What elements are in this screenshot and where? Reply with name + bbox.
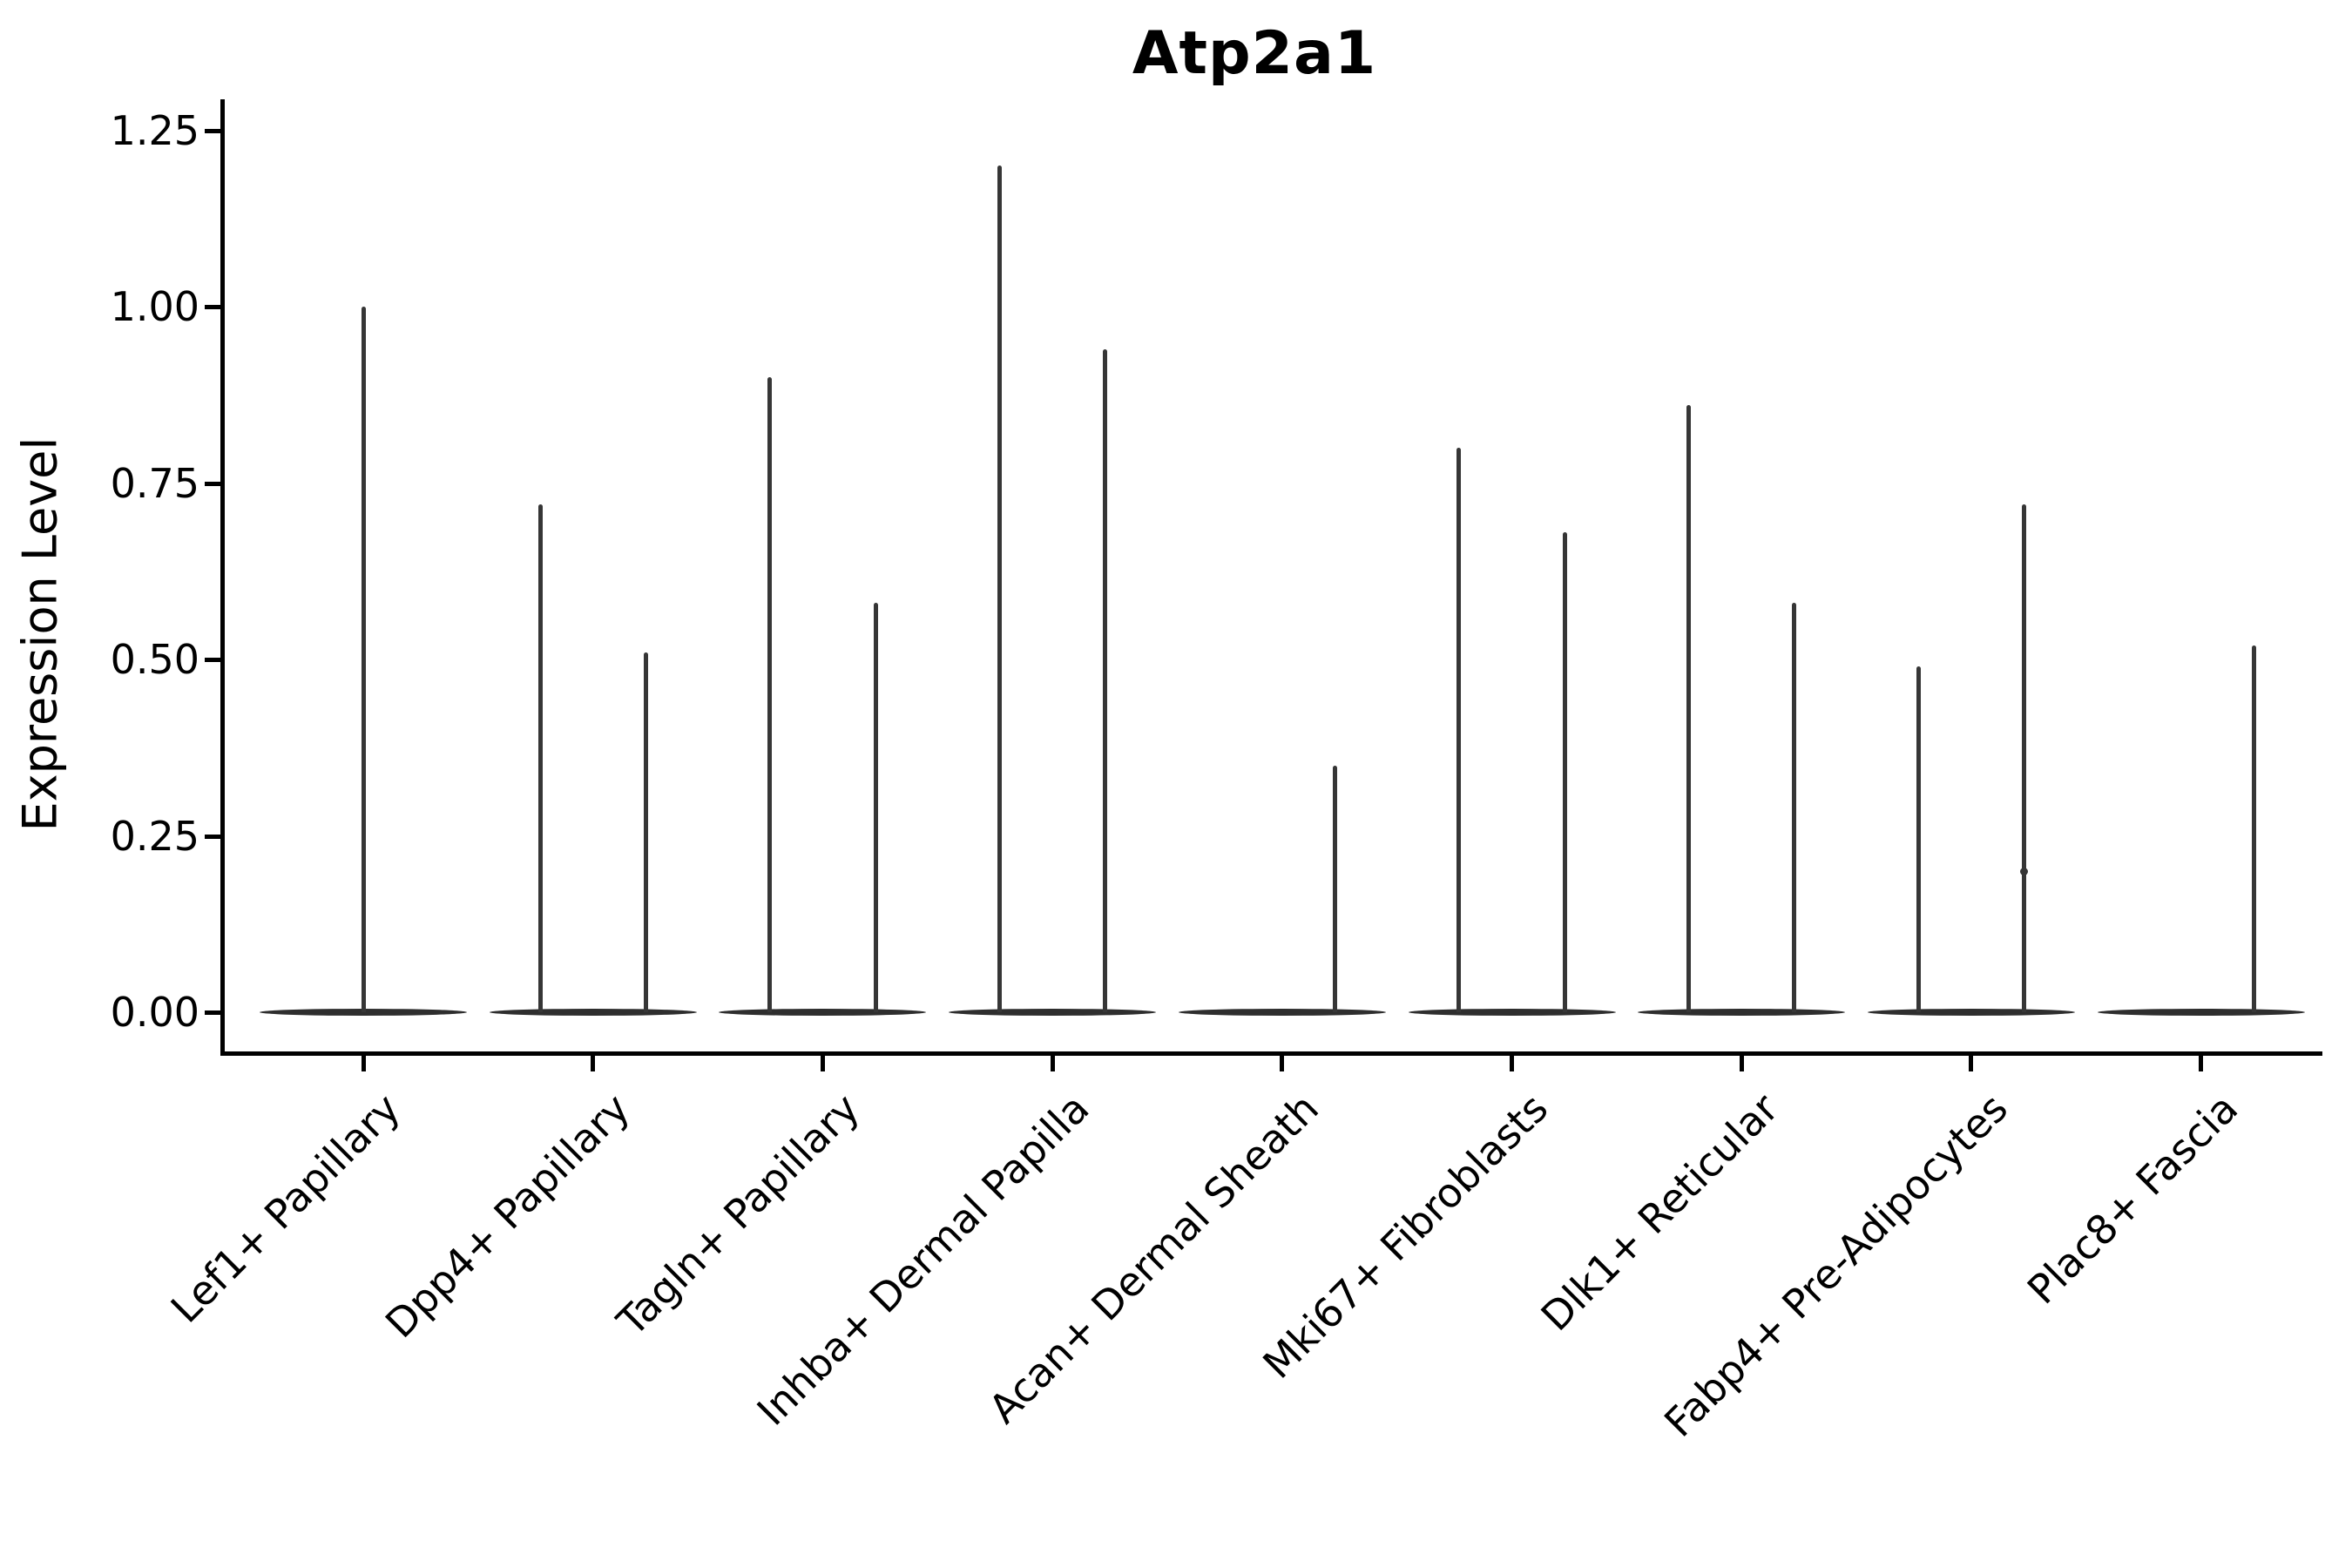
violin-spike [1916, 666, 1921, 1012]
violin-body [489, 1009, 697, 1016]
x-tick-label: Tagln+ Papillary [607, 1085, 868, 1345]
violin-body [2097, 1009, 2305, 1016]
y-tick-mark [205, 481, 220, 486]
y-tick-mark [205, 658, 220, 662]
x-tick-mark [591, 1056, 596, 1071]
x-tick-mark [2199, 1056, 2204, 1071]
x-tick-mark [1050, 1056, 1055, 1071]
y-tick-label: 0.25 [110, 812, 199, 860]
x-tick-mark [1510, 1056, 1514, 1071]
violin-spike [873, 603, 878, 1012]
violin-spike [537, 504, 543, 1012]
violin-body [949, 1009, 1157, 1016]
y-tick-mark [205, 128, 220, 133]
y-tick-label: 0.00 [110, 989, 199, 1036]
y-tick-mark [205, 305, 220, 309]
violin-spike [767, 377, 773, 1012]
x-tick-label: Dlk1+ Reticular [1531, 1085, 1788, 1341]
x-axis-spine [220, 1051, 2322, 1056]
x-tick-mark [820, 1056, 825, 1071]
x-tick-mark [361, 1056, 366, 1071]
x-tick-label: Lef1+ Papillary [161, 1085, 409, 1332]
x-tick-mark [1739, 1056, 1744, 1071]
violin-body [1867, 1009, 2075, 1016]
y-tick-label: 0.50 [110, 636, 199, 683]
violin-spike-node [2020, 867, 2029, 875]
violin-spike [1792, 603, 1797, 1012]
violin-body [1408, 1009, 1616, 1016]
violin-body [1638, 1009, 1846, 1016]
y-tick-label: 0.75 [110, 459, 199, 507]
violin-body [260, 1009, 467, 1016]
violin-body [719, 1009, 927, 1016]
y-tick-mark [205, 834, 220, 839]
violin-spike [1456, 448, 1462, 1012]
violin-spike [2022, 504, 2027, 1012]
y-tick-mark [205, 1010, 220, 1015]
chart-title: Atp2a1 [1132, 19, 1377, 88]
violin-spike [1686, 405, 1692, 1012]
x-tick-label: Dpp4+ Papillary [375, 1085, 639, 1348]
x-tick-mark [1280, 1056, 1285, 1071]
y-tick-label: 1.25 [110, 106, 199, 154]
y-axis-spine [220, 99, 225, 1056]
violin-body [1178, 1009, 1386, 1016]
y-tick-label: 1.00 [110, 283, 199, 330]
x-tick-mark [1969, 1056, 1974, 1071]
violin-spike [643, 652, 648, 1012]
violin-spike [2251, 645, 2256, 1012]
violin-spike [1103, 348, 1108, 1012]
violin-spike [361, 307, 366, 1012]
violin-spike [1562, 532, 1567, 1012]
violin-spike [997, 166, 1002, 1012]
violin-spike [1332, 765, 1337, 1012]
x-tick-label: Plac8+ Fascia [2017, 1085, 2247, 1314]
